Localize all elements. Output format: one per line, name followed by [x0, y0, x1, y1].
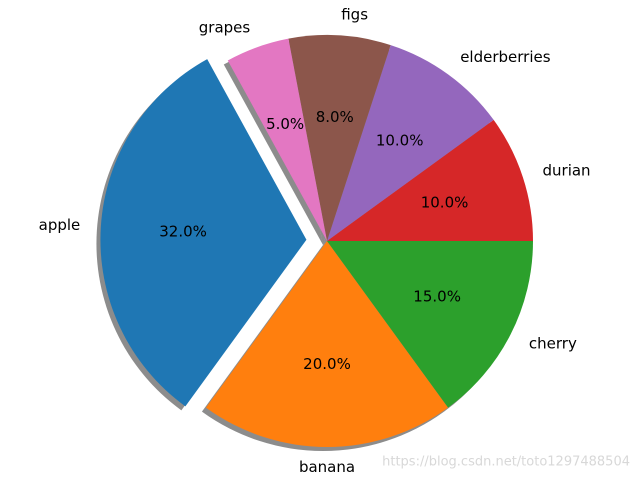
wedge: [327, 241, 533, 408]
category-label: elderberries: [460, 48, 551, 66]
category-label: banana: [299, 458, 355, 476]
category-label: grapes: [199, 18, 251, 36]
value-label: 15.0%: [413, 288, 461, 306]
value-label: 10.0%: [376, 132, 424, 150]
watermark: https://blog.csdn.net/toto1297488504: [382, 455, 630, 470]
wedge: [205, 241, 449, 448]
value-label: 20.0%: [303, 355, 351, 373]
value-label: 10.0%: [421, 193, 469, 211]
category-label: apple: [39, 216, 81, 234]
value-label: 32.0%: [159, 222, 207, 240]
wedge: [327, 119, 533, 241]
category-label: durian: [543, 161, 591, 179]
value-label: 8.0%: [316, 108, 354, 126]
wedge: [327, 45, 494, 241]
value-label: 5.0%: [266, 115, 304, 133]
category-label: cherry: [529, 334, 577, 352]
category-label: figs: [341, 5, 368, 23]
wedge: [227, 38, 327, 241]
wedge: [288, 34, 391, 242]
wedge: [100, 59, 307, 407]
